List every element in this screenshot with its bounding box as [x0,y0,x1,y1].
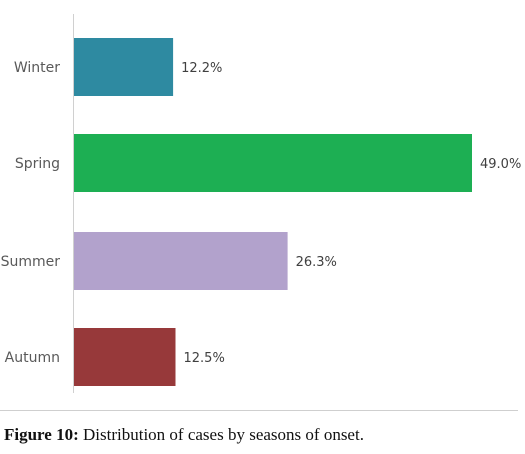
bar-summer [74,232,288,290]
caption-divider [0,410,518,411]
value-label-autumn: 12.5% [184,351,225,366]
value-label-winter: 12.2% [181,61,222,76]
bar-chart: Winter 12.2% Spring 49.0% Summer 26.3% Autumn 1… [1,14,521,393]
bars-group: Winter 12.2% Spring 49.0% Summer 26.3% Autumn 1… [1,38,521,386]
figure-caption-text: Distribution of cases by seasons of onse… [78,425,364,444]
category-label-autumn: Autumn [5,350,60,366]
category-label-summer: Summer [1,254,61,270]
category-label-winter: Winter [14,60,60,76]
category-label-spring: Spring [15,156,60,172]
bar-spring [74,134,472,192]
value-label-summer: 26.3% [296,255,337,270]
bar-autumn [74,328,176,386]
value-label-spring: 49.0% [480,157,521,172]
bar-winter [74,38,174,96]
figure-caption: Figure 10: Distribution of cases by seas… [4,425,364,445]
figure-caption-label: Figure 10: [4,425,79,444]
